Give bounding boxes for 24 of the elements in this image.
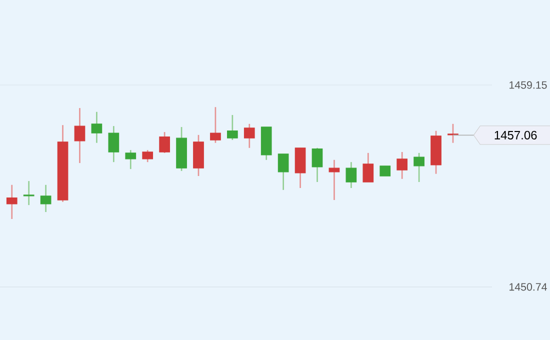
ref-line-label: 1457.06	[494, 130, 537, 140]
candlestick	[362, 152, 374, 183]
candlestick	[278, 153, 289, 191]
candlestick	[91, 111, 102, 144]
y-tick-label: 1450.74	[510, 283, 547, 291]
candlestick	[159, 131, 170, 154]
candlestick	[312, 147, 323, 183]
candlestick	[74, 107, 86, 164]
candlestick	[396, 151, 408, 180]
y-tick-label: 1459.15	[510, 81, 547, 89]
candlestick	[40, 184, 52, 213]
candlestick	[125, 149, 136, 170]
candlestick	[244, 123, 255, 149]
candlestick	[414, 152, 424, 183]
candlestick	[346, 161, 357, 189]
candlestick	[142, 149, 154, 163]
candlestick	[227, 114, 238, 141]
candlestick	[210, 106, 221, 144]
candlestick	[380, 166, 391, 176]
candlestick	[108, 125, 120, 163]
candlestick	[328, 159, 340, 201]
candlestick	[6, 184, 18, 220]
candlestick	[23, 180, 34, 206]
candlestick	[448, 123, 458, 144]
